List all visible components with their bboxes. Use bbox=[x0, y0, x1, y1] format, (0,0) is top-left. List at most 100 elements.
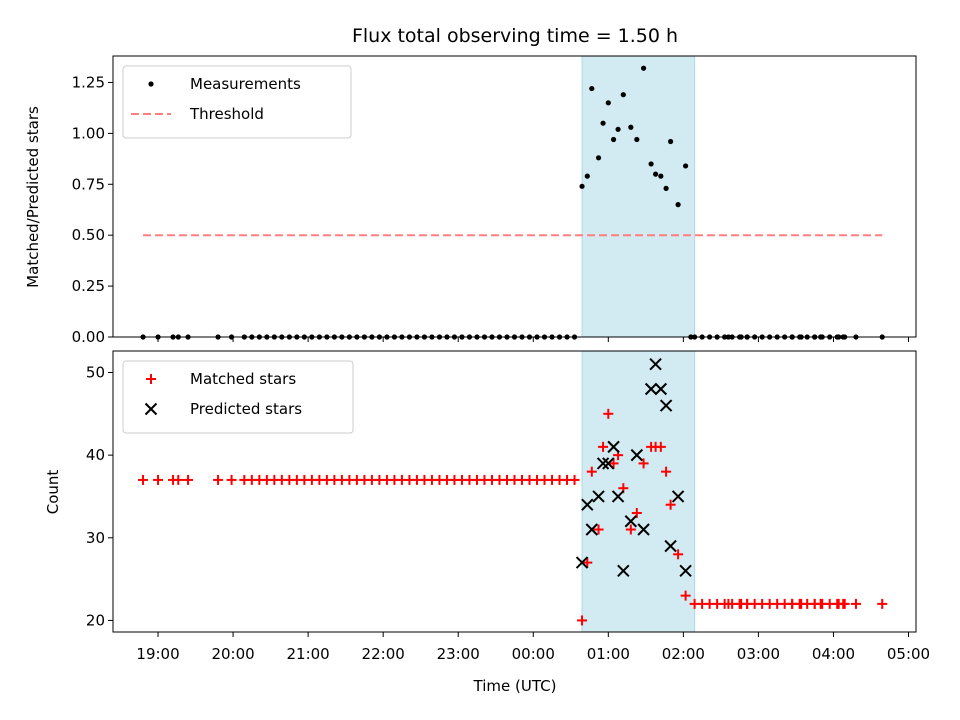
measurement-point bbox=[264, 334, 270, 340]
predicted-star-point bbox=[644, 382, 658, 396]
measurement-point bbox=[600, 120, 606, 126]
matched-star-point bbox=[661, 466, 672, 477]
x-tick-label: 21:00 bbox=[287, 645, 330, 663]
measurement-point bbox=[774, 334, 780, 340]
predicted-star-point bbox=[611, 490, 625, 503]
measurement-point bbox=[658, 173, 664, 179]
matched-star-point bbox=[138, 474, 149, 485]
measurement-point bbox=[466, 334, 473, 340]
predicted-star-stroke-b bbox=[624, 515, 638, 528]
measurement-point bbox=[615, 126, 621, 132]
measurement-point bbox=[346, 334, 352, 340]
measurement-point bbox=[842, 334, 848, 340]
measurement-point bbox=[496, 334, 503, 340]
measurement-point bbox=[481, 334, 488, 340]
predicted-star-point bbox=[585, 523, 599, 536]
measurement-point bbox=[744, 334, 750, 340]
measurement-point bbox=[759, 334, 765, 340]
measurement-point bbox=[489, 334, 495, 340]
measurement-point bbox=[369, 334, 375, 340]
bottom-y-tick-label: 40 bbox=[86, 446, 105, 464]
measurement-point bbox=[628, 124, 634, 130]
predicted-star-stroke-b bbox=[659, 399, 673, 412]
bottom-legend-label: Predicted stars bbox=[190, 400, 302, 418]
matched-star-point bbox=[598, 441, 609, 452]
predicted-star-point bbox=[671, 490, 685, 503]
measurement-point bbox=[605, 100, 611, 106]
predicted-star-point bbox=[575, 556, 589, 569]
predicted-star-stroke-b bbox=[679, 564, 692, 578]
predicted-star-point bbox=[617, 564, 630, 578]
matched-star-point bbox=[213, 474, 224, 485]
matched-star-point bbox=[226, 474, 237, 485]
top-legend-marker bbox=[148, 81, 154, 87]
predicted-star-point bbox=[592, 490, 605, 503]
measurement-point bbox=[549, 334, 555, 340]
measurement-point bbox=[324, 334, 330, 340]
measurement-point bbox=[421, 334, 428, 340]
predicted-star-stroke-b bbox=[585, 523, 599, 536]
top-y-axis-label: Matched/Predicted stars bbox=[24, 106, 42, 288]
measurement-point bbox=[767, 334, 773, 340]
matched-star-point bbox=[569, 474, 580, 485]
measurement-point bbox=[729, 334, 735, 340]
top-y-tick-label: 0.75 bbox=[72, 175, 105, 193]
measurement-point bbox=[752, 334, 758, 340]
measurement-point bbox=[571, 334, 578, 340]
top-y-tick-label: 0.00 bbox=[72, 328, 105, 346]
x-tick-label: 02:00 bbox=[662, 645, 705, 663]
bottom-legend-label: Matched stars bbox=[190, 370, 296, 388]
measurement-point bbox=[361, 334, 368, 340]
measurement-point bbox=[789, 334, 795, 340]
predicted-star-stroke-b bbox=[664, 539, 677, 553]
measurement-point bbox=[391, 334, 398, 340]
predicted-star-stroke-b bbox=[630, 448, 644, 462]
measurement-point bbox=[853, 334, 859, 340]
measurement-point bbox=[782, 334, 788, 340]
measurement-point bbox=[436, 334, 443, 340]
matched-star-point bbox=[608, 458, 619, 469]
measurement-point bbox=[634, 136, 640, 143]
predicted-star-stroke-b bbox=[644, 382, 658, 396]
measurement-point bbox=[827, 334, 833, 340]
measurement-point bbox=[215, 334, 221, 340]
measurement-point bbox=[564, 334, 570, 340]
measurement-point bbox=[249, 334, 255, 340]
measurement-point bbox=[354, 334, 360, 340]
bottom-legend-marker bbox=[144, 402, 158, 416]
measurement-point bbox=[459, 334, 465, 340]
measurement-point bbox=[271, 334, 277, 340]
measurement-point bbox=[648, 161, 654, 167]
matched-star-point bbox=[582, 557, 593, 568]
top-y-tick-label: 0.50 bbox=[72, 226, 105, 244]
measurement-point bbox=[294, 334, 300, 340]
matched-star-point bbox=[655, 441, 666, 452]
measurement-point bbox=[579, 183, 585, 189]
measurement-point bbox=[504, 334, 510, 340]
measurement-point bbox=[834, 334, 840, 340]
chart-title: Flux total observing time = 1.50 h bbox=[352, 25, 678, 47]
matched-star-point bbox=[603, 408, 614, 419]
bottom-y-axis-label: Count bbox=[44, 470, 62, 515]
x-tick-label: 03:00 bbox=[737, 645, 780, 663]
bottom-y-tick-label: 50 bbox=[86, 363, 105, 381]
measurement-point bbox=[595, 155, 602, 161]
measurement-point bbox=[804, 334, 810, 340]
predicted-star-point bbox=[637, 523, 650, 536]
measurement-point bbox=[725, 334, 731, 340]
measurement-point bbox=[384, 334, 390, 340]
matched-star-point bbox=[577, 615, 588, 626]
measurement-point bbox=[620, 92, 626, 98]
predicted-star-point bbox=[607, 440, 620, 454]
predicted-star-point bbox=[659, 399, 673, 412]
measurement-point bbox=[699, 334, 705, 340]
matched-star-point bbox=[839, 598, 850, 609]
measurement-point bbox=[707, 334, 713, 340]
x-tick-label: 23:00 bbox=[437, 645, 480, 663]
top-panel: 0.00 0.25 0.50 0.75 1.00 1.25 Measurements Thre… bbox=[72, 55, 917, 346]
x-tick-label: 04:00 bbox=[812, 645, 855, 663]
top-y-tick-label: 1.25 bbox=[72, 73, 105, 91]
x-tick-label: 05:00 bbox=[887, 645, 930, 663]
predicted-star-point bbox=[602, 457, 615, 470]
